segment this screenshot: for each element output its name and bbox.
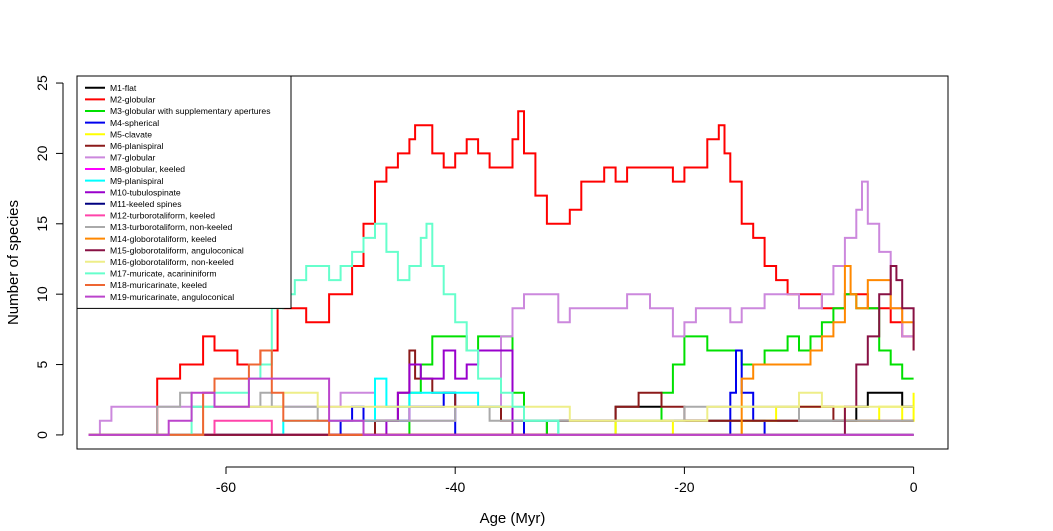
- legend-label: M11-keeled spines: [110, 199, 182, 209]
- x-tick-label: -20: [674, 479, 694, 495]
- axes: -60 -40 -20 0 0 5 10 15 20 25: [34, 75, 918, 495]
- legend-label: M4-spherical: [110, 118, 159, 128]
- legend-label: M13-turborotaliform, non-keeled: [110, 222, 233, 232]
- legend-box: [76, 75, 292, 309]
- legend-label: M3-globular with supplementary apertures: [110, 106, 271, 116]
- legend-label: M10-tubulospinate: [110, 187, 181, 197]
- legend-label: M7-globular: [110, 153, 156, 163]
- series-line-m2: [88, 110, 914, 436]
- series-line-m13: [88, 391, 914, 436]
- series-line-m7: [88, 180, 914, 436]
- legend-label: M16-globorotaliform, non-keeled: [110, 257, 234, 267]
- plot-area: [88, 110, 915, 436]
- series-line-m14: [88, 265, 915, 436]
- y-tick-label: 0: [34, 431, 50, 439]
- legend-label: M1-flat: [110, 83, 137, 93]
- legend-label: M15-globorotaliform, anguloconical: [110, 245, 244, 255]
- legend-label: M14-globorotaliform, keeled: [110, 234, 217, 244]
- y-tick-label: 20: [34, 145, 50, 161]
- legend-label: M17-muricate, acarininiform: [110, 269, 217, 279]
- y-tick-label: 15: [34, 216, 50, 232]
- x-axis-label: Age (Myr): [480, 510, 546, 526]
- legend-label: M19-muricarinate, anguloconical: [110, 292, 234, 302]
- y-tick-label: 25: [34, 75, 50, 91]
- x-tick-label: -60: [216, 479, 236, 495]
- legend-label: M12-turborotaliform, keeled: [110, 211, 215, 221]
- y-tick-label: 5: [34, 360, 50, 368]
- legend-label: M2-globular: [110, 95, 156, 105]
- legend-label: M9-planispiral: [110, 176, 164, 186]
- legend-label: M18-muricarinate, keeled: [110, 280, 207, 290]
- legend-label: M6-planispiral: [110, 141, 164, 151]
- legend-label: M5-clavate: [110, 129, 152, 139]
- y-tick-label: 10: [34, 286, 50, 302]
- series-line-m19: [88, 377, 914, 436]
- legend-label: M8-globular, keeled: [110, 164, 185, 174]
- x-tick-label: 0: [910, 479, 918, 495]
- y-axis-label: Number of species: [5, 200, 22, 325]
- x-tick-label: -40: [445, 479, 465, 495]
